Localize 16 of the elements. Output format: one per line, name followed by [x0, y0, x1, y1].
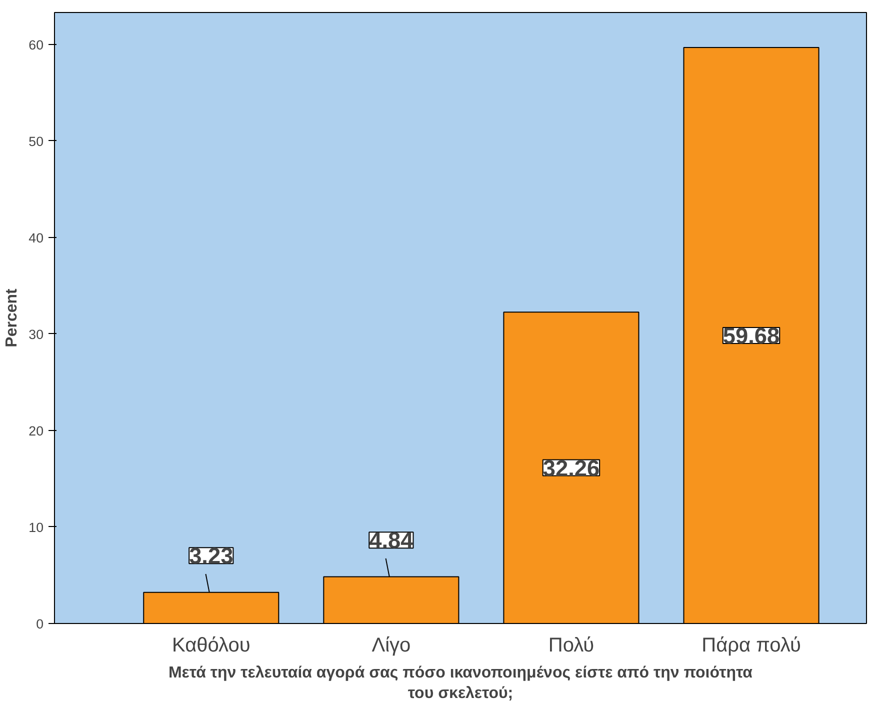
y-tick-label: 50 — [28, 134, 44, 149]
data-label: 3.23 — [189, 542, 234, 569]
x-tick-label: Πάρα πολύ — [702, 634, 801, 656]
x-axis-title: Μετά την τελευταία αγορά σας πόσο ικανοποιημένος είστε από την ποιότητα του σκελετού; — [168, 664, 753, 702]
y-tick-label: 60 — [28, 37, 44, 52]
x-tick-label: Καθόλου — [172, 634, 250, 656]
y-axis-title: Percent — [4, 288, 21, 348]
x-tick-label: Λίγο — [372, 634, 411, 656]
data-label: 59.68 — [722, 322, 780, 348]
y-tick-label: 30 — [28, 326, 44, 342]
x-tick-label: Πολύ — [548, 634, 594, 656]
y-tick-label: 10 — [28, 520, 44, 535]
data-label: 32.26 — [542, 454, 600, 481]
y-tick-label: 40 — [28, 230, 44, 246]
y-tick-label: 20 — [28, 423, 44, 438]
y-tick-label: 0 — [36, 616, 44, 632]
